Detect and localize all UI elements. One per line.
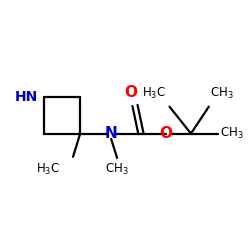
Text: CH$_3$: CH$_3$: [220, 126, 243, 141]
Text: O: O: [124, 85, 137, 100]
Text: CH$_3$: CH$_3$: [210, 86, 234, 101]
Text: O: O: [160, 126, 172, 141]
Text: HN: HN: [14, 90, 38, 104]
Text: H$_3$C: H$_3$C: [142, 86, 166, 101]
Text: N: N: [105, 126, 118, 141]
Text: H$_3$C: H$_3$C: [36, 162, 60, 177]
Text: CH$_3$: CH$_3$: [105, 162, 129, 177]
